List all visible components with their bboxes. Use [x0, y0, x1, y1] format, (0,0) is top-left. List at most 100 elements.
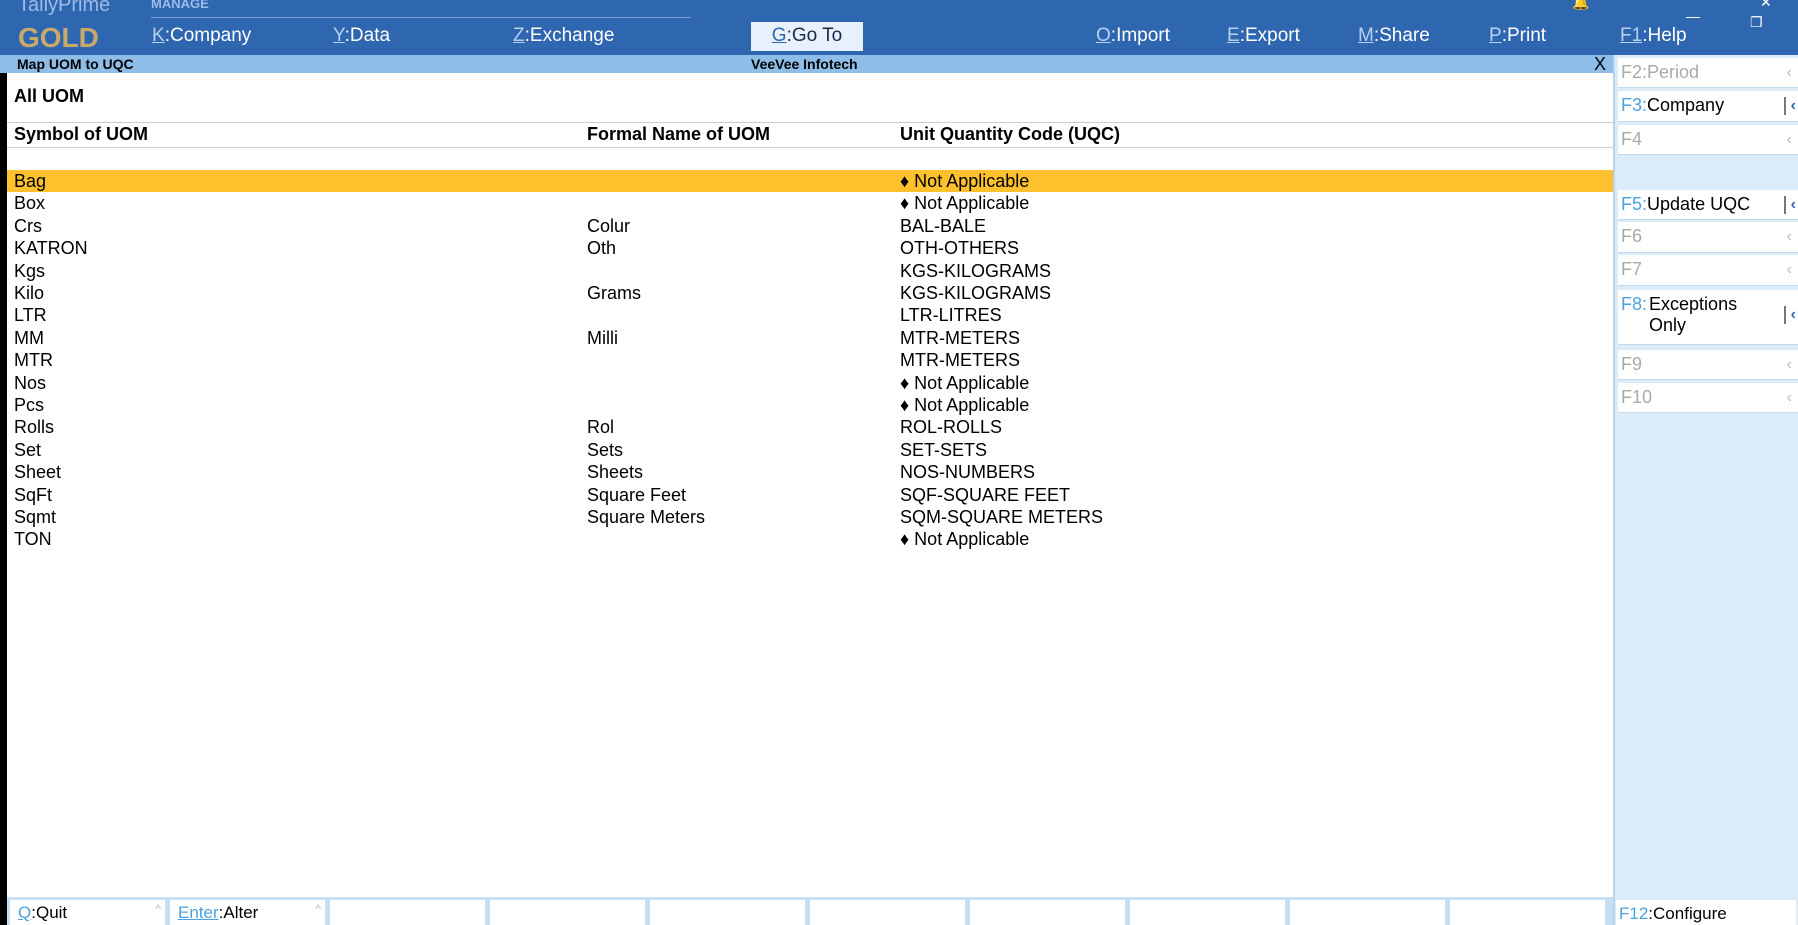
close-window-icon[interactable]: ✕ [1760, 0, 1772, 10]
fkey-label: F2 [1621, 62, 1643, 82]
menu-print[interactable]: P:Print [1489, 25, 1547, 46]
minimize-icon[interactable]: — [1686, 8, 1700, 24]
uom-symbol: Nos [14, 372, 47, 393]
menu-export[interactable]: E:Export [1227, 25, 1300, 46]
chevron-left-icon: ‹ [1786, 131, 1792, 148]
fkey-button-f8[interactable]: F8: Exceptions Only ‹ [1618, 290, 1798, 345]
uom-symbol: MTR [14, 350, 53, 371]
divider [7, 122, 1613, 123]
menu-exchange[interactable]: Z:Exchange [513, 25, 615, 46]
uom-symbol: Kgs [14, 260, 46, 281]
uom-symbol: Sqmt [14, 507, 57, 527]
table-row[interactable]: Kgs KGS-KILOGRAMS [7, 260, 1613, 282]
chevron-left-icon: ‹ [1786, 261, 1792, 278]
table-row[interactable]: Box ♦ Not Applicable [7, 192, 1613, 214]
table-row[interactable]: Crs Colur BAL-BALE [7, 215, 1613, 237]
app-edition: GOLD [18, 22, 99, 53]
fkey-label: F7 [1621, 259, 1643, 279]
uqc-code: SQF-SQUARE FEET [900, 484, 1071, 505]
fkey-button-f9: F9 ‹ [1618, 350, 1798, 380]
uqc-code: ♦ Not Applicable [900, 372, 1030, 393]
table-row[interactable]: Nos ♦ Not Applicable [7, 372, 1613, 394]
table-row[interactable]: MM Milli MTR-METERS [7, 327, 1613, 349]
fkey-button-f5[interactable]: F5:Update UQC ‹ [1618, 190, 1798, 220]
uqc-code: LTR-LITRES [900, 305, 1002, 326]
uqc-code: ♦ Not Applicable [900, 193, 1030, 214]
menu-share[interactable]: M:Share [1358, 25, 1430, 46]
uom-symbol: Kilo [14, 283, 45, 303]
table-row[interactable]: Kilo Grams KGS-KILOGRAMS [7, 282, 1613, 304]
goto-button[interactable]: G:Go To [751, 22, 863, 51]
fkey-label: F6 [1621, 226, 1643, 246]
uom-formal-name: Oth [587, 238, 617, 259]
menu-company[interactable]: K:Company [152, 25, 252, 46]
uom-formal-name: Sheets [587, 462, 644, 483]
table-row[interactable]: Set Sets SET-SETS [7, 439, 1613, 461]
table-row[interactable]: TON ♦ Not Applicable [7, 528, 1613, 550]
fkey-label: F5 [1621, 194, 1643, 214]
fkey-action: Exceptions Only [1649, 294, 1738, 335]
alter-button[interactable]: Enter:Alter ^ [170, 900, 325, 925]
quit-button[interactable]: Q:Quit ^ [10, 900, 165, 925]
fkey-button-f6: F6 ‹ [1618, 222, 1798, 253]
bottom-slot [330, 900, 485, 925]
table-row[interactable]: Rolls Rol ROL-ROLLS [7, 416, 1613, 438]
chevron-left-icon: ‹ [1783, 306, 1796, 324]
report-name: Map UOM to UQC [17, 56, 134, 72]
uqc-code: BAL-BALE [900, 215, 987, 236]
uom-formal-name: Rol [587, 417, 615, 438]
left-edge [0, 73, 7, 925]
close-report-button[interactable]: X [1594, 54, 1607, 74]
restore-icon[interactable]: ❐ [1750, 14, 1763, 30]
table-row[interactable]: Pcs ♦ Not Applicable [7, 394, 1613, 416]
table-row[interactable]: Bag ♦ Not Applicable [7, 170, 1613, 193]
company-name: VeeVee Infotech [751, 56, 858, 72]
bottom-slot [1290, 900, 1445, 925]
uqc-code: MTR-METERS [900, 327, 1020, 348]
menu-help[interactable]: F1:Help [1620, 25, 1687, 46]
fkey-label: F9 [1621, 354, 1643, 374]
report-title: All UOM [14, 86, 84, 106]
configure-button[interactable]: F12:Configure [1616, 900, 1796, 925]
bottom-slot [650, 900, 805, 925]
chevron-left-icon: ‹ [1786, 228, 1792, 245]
table-row[interactable]: Sqmt Square Meters SQM-SQUARE METERS [7, 506, 1613, 528]
uom-symbol: Sheet [14, 462, 62, 483]
uqc-code: SET-SETS [900, 439, 988, 460]
chevron-left-icon: ‹ [1783, 196, 1796, 214]
table-row[interactable]: KATRON Oth OTH-OTHERS [7, 237, 1613, 259]
table-row[interactable]: SqFt Square Feet SQF-SQUARE FEET [7, 484, 1613, 506]
fkey-button-f4: F4 ‹ [1618, 125, 1798, 155]
uom-formal-name: Sets [587, 439, 624, 460]
divider [7, 147, 1613, 148]
uom-formal-name: Square Meters [587, 507, 706, 527]
chevron-left-icon: ‹ [1786, 389, 1792, 406]
top-bar: TallyPrime GOLD MANAGE K:Company Y:Data … [0, 0, 1798, 55]
uqc-code: ♦ Not Applicable [900, 171, 1030, 191]
uom-formal-name: Square Feet [587, 484, 687, 505]
fkey-action: Company [1647, 95, 1725, 115]
fkey-button-f2: F2:Period ‹ [1618, 58, 1798, 88]
fkey-button-f3[interactable]: F3:Company ‹ [1618, 91, 1798, 122]
bell-icon[interactable]: 🔔 [1572, 0, 1590, 10]
menu-data[interactable]: Y:Data [333, 25, 391, 46]
app-name: TallyPrime [18, 0, 111, 16]
uom-formal-name: Grams [587, 283, 641, 303]
uom-symbol: Set [14, 439, 42, 460]
column-header-formal-name: Formal Name of UOM [587, 124, 771, 144]
fkey-button-f7: F7 ‹ [1618, 255, 1798, 286]
fkey-button-f10: F10 ‹ [1618, 383, 1798, 413]
uom-symbol: Pcs [14, 395, 45, 415]
table-row[interactable]: LTR LTR-LITRES [7, 304, 1613, 326]
uom-symbol: TON [14, 529, 52, 550]
table-row[interactable]: Sheet Sheets NOS-NUMBERS [7, 461, 1613, 483]
uom-symbol: SqFt [14, 484, 53, 505]
uqc-code: MTR-METERS [900, 350, 1020, 371]
bottom-slot [970, 900, 1125, 925]
fkey-action: Period [1647, 62, 1700, 82]
menu-import[interactable]: O:Import [1096, 25, 1170, 46]
fkey-label: F4 [1621, 129, 1643, 149]
table-row[interactable]: MTR MTR-METERS [7, 349, 1613, 371]
bottom-slot [1130, 900, 1285, 925]
uqc-code: SQM-SQUARE METERS [900, 507, 1104, 527]
